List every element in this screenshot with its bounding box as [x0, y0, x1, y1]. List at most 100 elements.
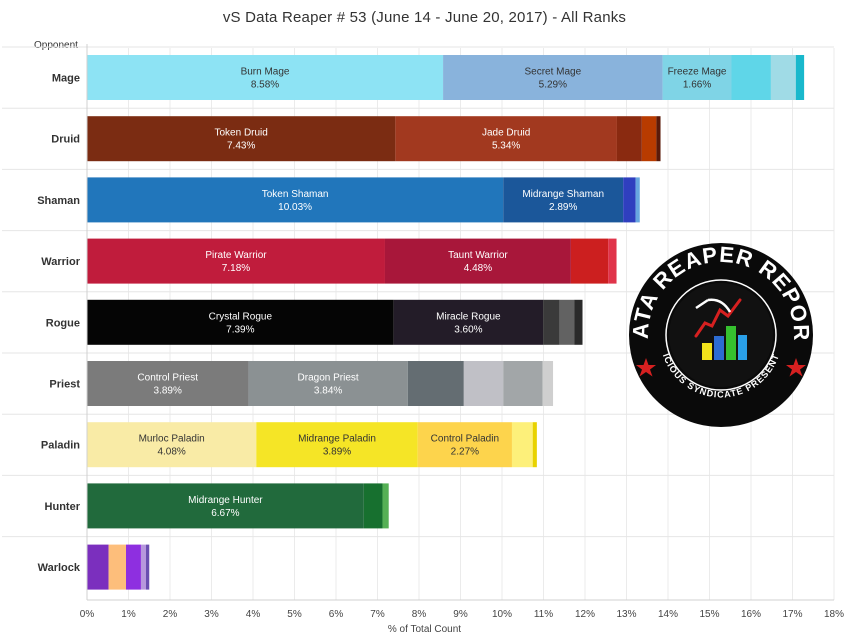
bar-segment[interactable]	[384, 238, 571, 284]
bar-segment[interactable]	[87, 361, 249, 406]
bar-segment[interactable]	[616, 116, 642, 162]
bar-segment[interactable]	[795, 55, 805, 100]
bar-segment[interactable]	[145, 544, 150, 590]
bar-segment[interactable]	[417, 422, 512, 468]
bar-segment[interactable]	[641, 116, 657, 162]
bar-segment[interactable]	[463, 361, 504, 406]
bar-segment-name: Jade Druid	[482, 128, 530, 139]
bar-segment[interactable]	[443, 55, 663, 100]
bar-segment[interactable]	[574, 299, 583, 345]
bar-segment[interactable]	[570, 238, 609, 284]
x-tick-label: 16%	[741, 609, 761, 620]
axis-layer: 0% 1% 2% 3% 4% 5% 6% 7% 8% 9% 10% 11% 12% 13% 14% 15% 16…	[80, 44, 844, 620]
bar-segment-value: 7.43%	[227, 141, 255, 152]
bar-segment[interactable]	[248, 361, 408, 406]
bar-segment[interactable]	[395, 116, 617, 162]
category-label: Shaman	[37, 195, 80, 207]
x-tick-label: 11%	[534, 609, 553, 620]
bar-segment[interactable]	[382, 483, 389, 529]
category-label: Priest	[49, 379, 80, 391]
category-label: Mage	[52, 73, 80, 85]
bar-segment[interactable]	[108, 544, 127, 590]
bar-segment[interactable]	[608, 238, 617, 284]
category-label: Warlock	[38, 562, 81, 574]
category-label: Warrior	[41, 256, 80, 268]
row-header-label: Opponent	[34, 40, 78, 51]
bar-segment-name: Token Shaman	[262, 189, 329, 200]
bar-segment-name: Midrange Shaman	[522, 189, 604, 200]
bar-segment-name: Dragon Priest	[298, 373, 359, 384]
bar-segment[interactable]	[140, 544, 146, 590]
category-label: Druid	[51, 134, 80, 146]
bar-segment-name: Token Druid	[214, 128, 267, 139]
bar-segment-value: 3.89%	[154, 386, 182, 397]
bar-segment[interactable]	[87, 177, 504, 223]
bar-segment-name: Pirate Warrior	[205, 250, 267, 261]
bar-segment[interactable]	[559, 299, 575, 345]
category-label: Rogue	[46, 317, 80, 329]
bar-segment-name: Murloc Paladin	[139, 434, 205, 445]
bar-segment[interactable]	[731, 55, 771, 100]
bar-segment[interactable]	[542, 361, 554, 406]
x-tick-label: 6%	[329, 609, 344, 620]
bar-segment-name: Miracle Rogue	[436, 311, 501, 322]
bar-segment-value: 5.29%	[539, 80, 567, 91]
bar-segment-name: Burn Mage	[241, 67, 290, 78]
bar-segment-name: Control Priest	[137, 373, 198, 384]
bar-segment-value: 2.27%	[451, 447, 479, 458]
bar-segment[interactable]	[87, 544, 109, 590]
bar-segment-value: 4.08%	[157, 447, 185, 458]
bar-segment[interactable]	[87, 483, 364, 529]
bar-segment[interactable]	[543, 299, 560, 345]
bar-segment-name: Midrange Hunter	[188, 495, 263, 506]
category-label: Hunter	[45, 501, 81, 513]
bar-segment[interactable]	[393, 299, 544, 345]
bar-segment-value: 7.18%	[222, 263, 250, 274]
bar-segment[interactable]	[770, 55, 796, 100]
x-tick-label: 10%	[492, 609, 512, 620]
bar-segment-name: Taunt Warrior	[448, 250, 508, 261]
bar-segment[interactable]	[532, 422, 537, 468]
x-tick-label: 9%	[453, 609, 468, 620]
bar-segment-name: Freeze Mage	[668, 67, 727, 78]
data-reaper-report-logo: DATA REAPER REPORT VICIOUS SYNDICATE PRE…	[626, 240, 813, 427]
x-tick-label: 15%	[699, 609, 719, 620]
bar-segment[interactable]	[87, 422, 257, 468]
bar-segment-name: Midrange Paladin	[298, 434, 376, 445]
bar-segment-value: 3.60%	[454, 324, 482, 335]
bar-segment[interactable]	[662, 55, 732, 100]
bar-segment-value: 4.48%	[464, 263, 492, 274]
bar-segment-value: 10.03%	[278, 202, 312, 213]
bar-segment-name: Secret Mage	[524, 67, 581, 78]
bar-segment[interactable]	[87, 299, 394, 345]
bar-segment[interactable]	[503, 361, 543, 406]
bar-segment[interactable]	[635, 177, 640, 223]
bar-segment[interactable]	[407, 361, 464, 406]
chart-title: vS Data Reaper # 53 (June 14 - June 20, …	[222, 9, 627, 26]
bar-segment[interactable]	[126, 544, 141, 590]
bar-segment-value: 5.34%	[492, 141, 520, 152]
bar-segment-value: 7.39%	[226, 324, 254, 335]
bar-segment-name: Crystal Rogue	[209, 311, 273, 322]
bar-segment[interactable]	[503, 177, 624, 223]
bar-segment-value: 3.89%	[323, 447, 351, 458]
bar-segment[interactable]	[256, 422, 418, 468]
bars-layer	[87, 55, 805, 590]
bar-segment[interactable]	[87, 238, 385, 284]
x-tick-label: 3%	[204, 609, 219, 620]
x-tick-label: 17%	[782, 609, 802, 620]
x-tick-label: 4%	[246, 609, 261, 620]
x-tick-label: 1%	[121, 609, 136, 620]
bar-segment[interactable]	[363, 483, 383, 529]
x-tick-label: 7%	[370, 609, 385, 620]
bar-segment[interactable]	[623, 177, 636, 223]
bar-segment[interactable]	[87, 55, 444, 100]
logo-scythe-icon	[695, 298, 732, 313]
bar-segment[interactable]	[511, 422, 533, 468]
bar-segment[interactable]	[656, 116, 661, 162]
bar-segment-name: Control Paladin	[431, 434, 499, 445]
x-tick-label: 5%	[287, 609, 302, 620]
labels-layer: Mage Burn Mage 8.58% Secret Mage 5.29% Freeze…	[37, 67, 727, 575]
bar-segment[interactable]	[87, 116, 396, 162]
